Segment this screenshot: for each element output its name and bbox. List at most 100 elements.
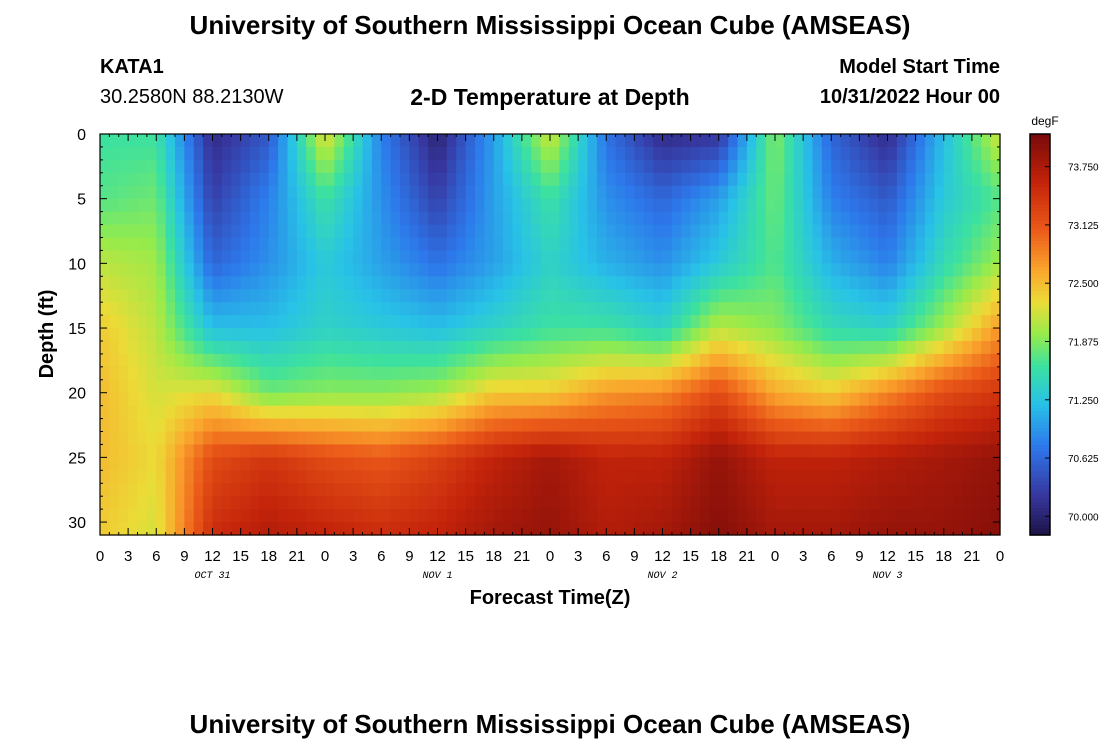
heatmap-cell <box>953 431 964 446</box>
heatmap-cell <box>662 340 673 355</box>
heatmap-cell <box>240 457 251 471</box>
heatmap-cell <box>634 340 645 355</box>
heatmap-cell <box>100 237 110 252</box>
heatmap-cell <box>306 211 317 226</box>
heatmap-cell <box>212 134 223 148</box>
heatmap-cell <box>428 224 439 239</box>
heatmap-cell <box>231 237 242 252</box>
heatmap-cell <box>428 470 439 484</box>
heatmap-cell <box>362 431 373 446</box>
heatmap-cell <box>137 276 148 290</box>
heatmap-cell <box>475 509 485 523</box>
heatmap-cell <box>465 366 476 381</box>
heatmap-cell <box>990 276 1001 290</box>
heatmap-cell <box>625 340 635 355</box>
heatmap-cell <box>465 340 476 355</box>
heatmap-cell <box>596 198 607 213</box>
heatmap-cell <box>493 134 504 148</box>
heatmap-cell <box>887 444 898 458</box>
heatmap-cell <box>381 289 392 303</box>
heatmap-cell <box>250 146 260 161</box>
heatmap-cell <box>868 418 879 433</box>
heatmap-cell <box>446 159 457 174</box>
heatmap-cell <box>390 315 401 329</box>
heatmap-cell <box>446 457 457 471</box>
heatmap-cell <box>709 353 720 368</box>
heatmap-cell <box>212 366 223 381</box>
heatmap-cell <box>512 315 523 329</box>
heatmap-cell <box>925 379 935 394</box>
heatmap-cell <box>559 405 570 420</box>
heatmap-cell <box>737 302 748 316</box>
heatmap-cell <box>475 483 485 497</box>
heatmap-cell <box>550 418 560 433</box>
heatmap-cell <box>962 457 973 471</box>
heatmap-cell <box>446 224 457 239</box>
heatmap-cell <box>137 263 148 277</box>
heatmap-cell <box>306 224 317 239</box>
heatmap-cell <box>193 185 204 200</box>
heatmap-cell <box>306 483 317 497</box>
heatmap-cell <box>540 315 551 329</box>
heatmap-cell <box>737 289 748 303</box>
heatmap-cell <box>446 353 457 368</box>
heatmap-cell <box>156 509 167 523</box>
heatmap-cell <box>643 159 654 174</box>
heatmap-cell <box>371 379 382 394</box>
heatmap-cell <box>137 353 148 368</box>
heatmap-cell <box>709 315 720 329</box>
heatmap-cell <box>625 379 635 394</box>
heatmap-cell <box>446 172 457 187</box>
heatmap-cell <box>437 237 448 252</box>
heatmap-cell <box>409 302 420 316</box>
heatmap-cell <box>165 418 176 433</box>
heatmap-cell <box>278 146 289 161</box>
heatmap-cell <box>315 457 326 471</box>
heatmap-cell <box>343 522 354 536</box>
heatmap-cell <box>484 483 495 497</box>
heatmap-cell <box>634 405 645 420</box>
heatmap-cell <box>540 237 551 252</box>
heatmap-cell <box>343 405 354 420</box>
heatmap-cell <box>118 302 129 316</box>
heatmap-cell <box>503 328 514 342</box>
heatmap-cell <box>793 522 804 536</box>
heatmap-cell <box>550 457 560 471</box>
heatmap-cell <box>953 496 964 510</box>
heatmap-cell <box>943 366 954 381</box>
heatmap-cell <box>859 353 870 368</box>
heatmap-cell <box>587 134 598 148</box>
heatmap-cell <box>315 470 326 484</box>
heatmap-cell <box>371 146 382 161</box>
heatmap-cell <box>681 444 692 458</box>
heatmap-cell <box>671 457 682 471</box>
heatmap-cell <box>671 379 682 394</box>
heatmap-cell <box>718 198 729 213</box>
heatmap-cell <box>887 522 898 536</box>
heatmap-cell <box>156 457 167 471</box>
heatmap-cell <box>315 444 326 458</box>
heatmap-cell <box>896 444 907 458</box>
heatmap-cell <box>709 211 720 226</box>
heatmap-cell <box>671 522 682 536</box>
heatmap-cell <box>906 509 917 523</box>
heatmap-cell <box>831 146 842 161</box>
heatmap-cell <box>962 250 973 264</box>
heatmap-cell <box>934 444 945 458</box>
heatmap-cell <box>446 134 457 148</box>
heatmap-cell <box>709 276 720 290</box>
heatmap-cell <box>859 172 870 187</box>
heatmap-cell <box>625 366 635 381</box>
heatmap-cell <box>840 172 851 187</box>
heatmap-cell <box>578 418 589 433</box>
heatmap-cell <box>831 276 842 290</box>
heatmap-cell <box>643 185 654 200</box>
heatmap-cell <box>596 315 607 329</box>
heatmap-cell <box>212 496 223 510</box>
heatmap-cell <box>512 289 523 303</box>
heatmap-cell <box>221 496 232 510</box>
heatmap-cell <box>306 444 317 458</box>
heatmap-cell <box>465 444 476 458</box>
heatmap-cell <box>821 328 832 342</box>
heatmap-cell <box>296 522 307 536</box>
